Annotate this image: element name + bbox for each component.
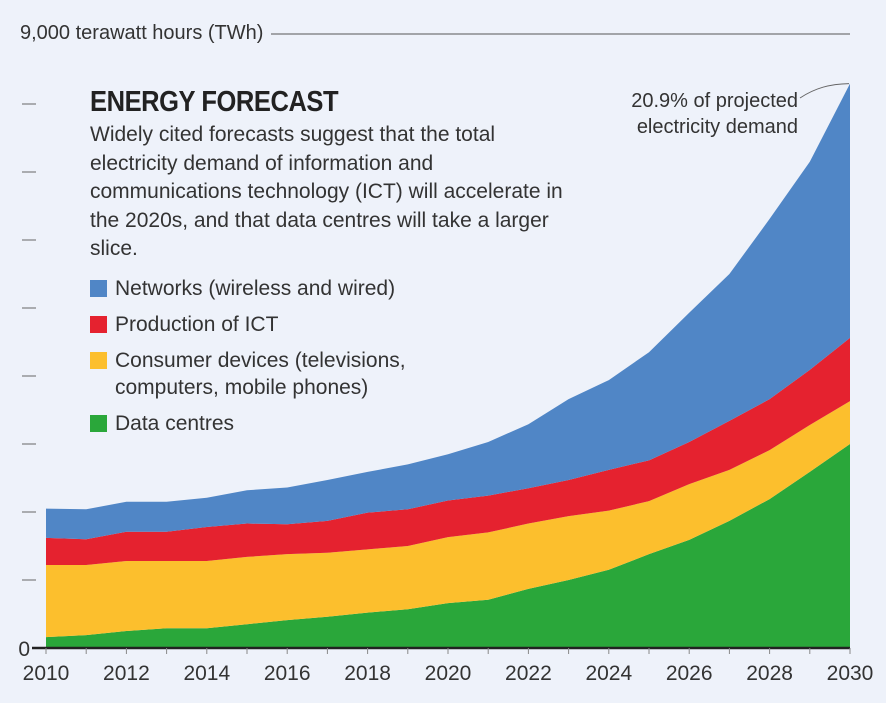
y-tick-label: 0: [18, 638, 30, 661]
x-tick-label: 2022: [505, 662, 552, 685]
legend-label: Consumer devices (televisions, computers,…: [115, 349, 406, 399]
area-data: [46, 444, 850, 648]
chart-subtitle: Widely cited forecasts suggest that the …: [90, 123, 563, 260]
legend-label: Networks (wireless and wired): [115, 277, 396, 300]
legend-item-consumer-devices: Consumer devices (televisions, computers,…: [90, 347, 406, 401]
legend-swatch: [90, 352, 107, 369]
annotation-leader-line: [799, 83, 850, 99]
x-tick-label: 2010: [23, 662, 70, 685]
chart-title: ENERGY FORECAST: [90, 86, 339, 118]
x-tick-label: 2020: [425, 662, 472, 685]
annotation: 20.9% of projected electricity demand: [631, 90, 798, 138]
area-production: [46, 337, 850, 566]
x-tick-label: 2026: [666, 662, 713, 685]
legend: Networks (wireless and wired) Production…: [90, 275, 406, 446]
y-axis-top-label: 9,000 terawatt hours (TWh): [20, 22, 272, 45]
legend-swatch: [90, 415, 107, 432]
legend-label: Production of ICT: [115, 313, 279, 336]
x-tick-label: 2014: [183, 662, 230, 685]
legend-swatch: [90, 316, 107, 333]
x-tick-label: 2024: [585, 662, 632, 685]
legend-label: Data centres: [115, 412, 235, 435]
legend-item-data-centres: Data centres: [90, 410, 406, 437]
legend-item-networks: Networks (wireless and wired): [90, 275, 406, 302]
legend-swatch: [90, 280, 107, 297]
x-tick-label: 2016: [264, 662, 311, 685]
x-tick-label: 2030: [827, 662, 874, 685]
area-networks: [46, 83, 850, 540]
x-tick-label: 2018: [344, 662, 391, 685]
x-tick-label: 2028: [746, 662, 793, 685]
x-tick-label: 2012: [103, 662, 150, 685]
area-consumer: [46, 401, 850, 638]
legend-item-production: Production of ICT: [90, 311, 406, 338]
